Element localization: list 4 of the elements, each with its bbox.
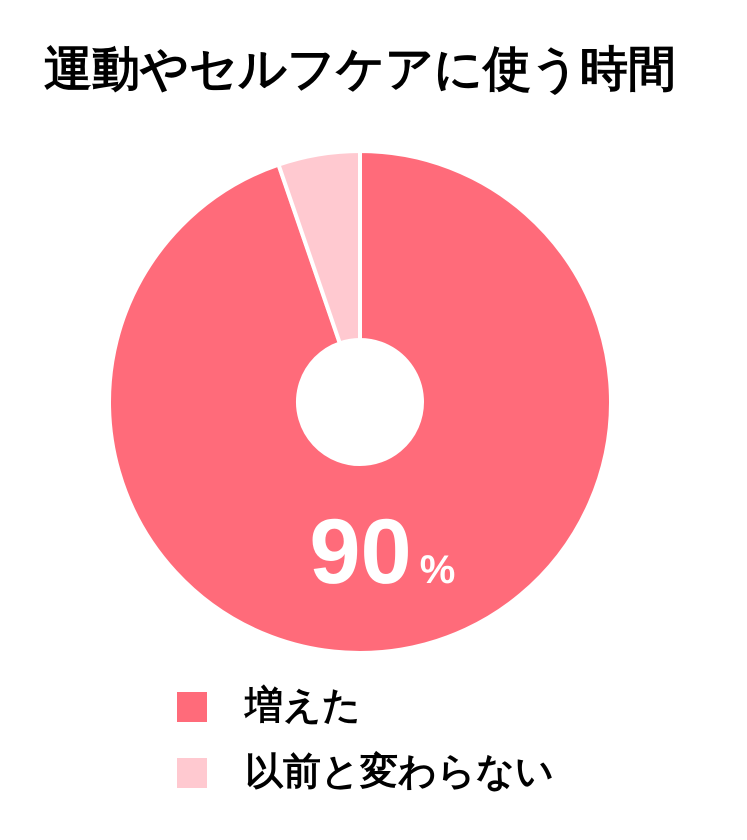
- chart-title: 運動やセルフケアに使う時間: [44, 41, 676, 97]
- legend-label: 以前と変わらない: [245, 749, 554, 793]
- legend-label: 増えた: [243, 683, 361, 727]
- data-label: 90%: [309, 500, 456, 603]
